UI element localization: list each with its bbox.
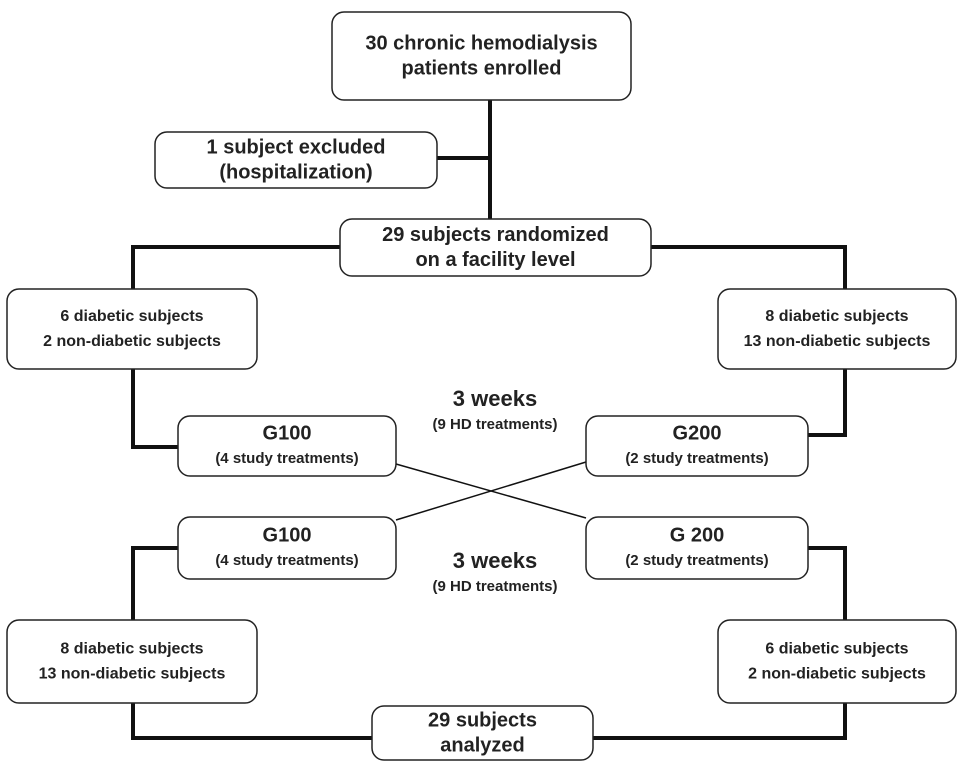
node-box [331,11,632,101]
node: 6 diabetic subjects 2 non-diabetic subjec… [717,619,957,704]
node: G200 (2 study treatments) [585,415,809,477]
node-text: 6 diabetic subjects [60,308,203,325]
node-box [717,288,957,370]
node-box [585,516,809,580]
node: 29 subjects randomized on a facility leve… [339,218,652,277]
node-box [717,619,957,704]
node: 1 subject excluded (hospitalization) [154,131,438,189]
node-box [6,288,258,370]
node: 8 diabetic subjects 13 non-diabetic subje… [6,619,258,704]
connector [131,546,178,620]
node: 30 chronic hemodialysis patients enrolled [331,11,632,101]
node: G 200 (2 study treatments) [585,516,809,580]
boxes: 30 chronic hemodialysis patients enrolled… [6,11,957,761]
node-box [585,415,809,477]
node-text: G 200 [670,524,724,546]
node-box [177,415,397,477]
duration-label: 3 weeks (9 HD treatments) [432,386,557,433]
node-text: 29 subjects randomized [382,224,609,246]
node-text: (hospitalization) [219,161,372,183]
node-text: 13 non-diabetic subjects [39,666,226,683]
node-box [371,705,594,761]
node-box [177,516,397,580]
node: G100 (4 study treatments) [177,516,397,580]
node-text: patients enrolled [401,57,561,79]
connector [808,546,847,620]
node-text: 1 subject excluded [207,136,386,158]
node-text: G200 [673,422,722,444]
node-box [339,218,652,277]
duration-detail: (9 HD treatments) [432,578,557,595]
node-text: 8 diabetic subjects [60,641,203,658]
connectors [131,100,847,740]
connector [131,245,340,289]
connector [651,245,847,289]
node-text: 2 non-diabetic subjects [43,333,221,350]
node: 6 diabetic subjects 2 non-diabetic subjec… [6,288,258,370]
node-text: analyzed [440,734,524,756]
duration: 3 weeks [453,548,537,573]
node-box [154,131,438,189]
connector [593,703,847,740]
connector [131,703,372,740]
node-box [6,619,258,704]
node: 29 subjects analyzed [371,705,594,761]
node-text: G100 [263,524,312,546]
node-text: (4 study treatments) [215,450,358,467]
node-text: 29 subjects [428,709,537,731]
duration-detail: (9 HD treatments) [432,416,557,433]
node: 8 diabetic subjects 13 non-diabetic subje… [717,288,957,370]
node-text: (2 study treatments) [625,450,768,467]
connector [808,369,847,437]
node-text: G100 [263,422,312,444]
node-text: 2 non-diabetic subjects [748,666,926,683]
node-text: 30 chronic hemodialysis [365,32,597,54]
node-text: 6 diabetic subjects [765,641,908,658]
node-text: on a facility level [415,249,575,271]
duration-label: 3 weeks (9 HD treatments) [432,548,557,595]
crossover-line [395,461,587,521]
node-text: 8 diabetic subjects [765,308,908,325]
duration: 3 weeks [453,386,537,411]
node-text: 13 non-diabetic subjects [744,333,931,350]
node-text: (4 study treatments) [215,552,358,569]
connector [131,369,178,449]
node-text: (2 study treatments) [625,552,768,569]
node: G100 (4 study treatments) [177,415,397,477]
